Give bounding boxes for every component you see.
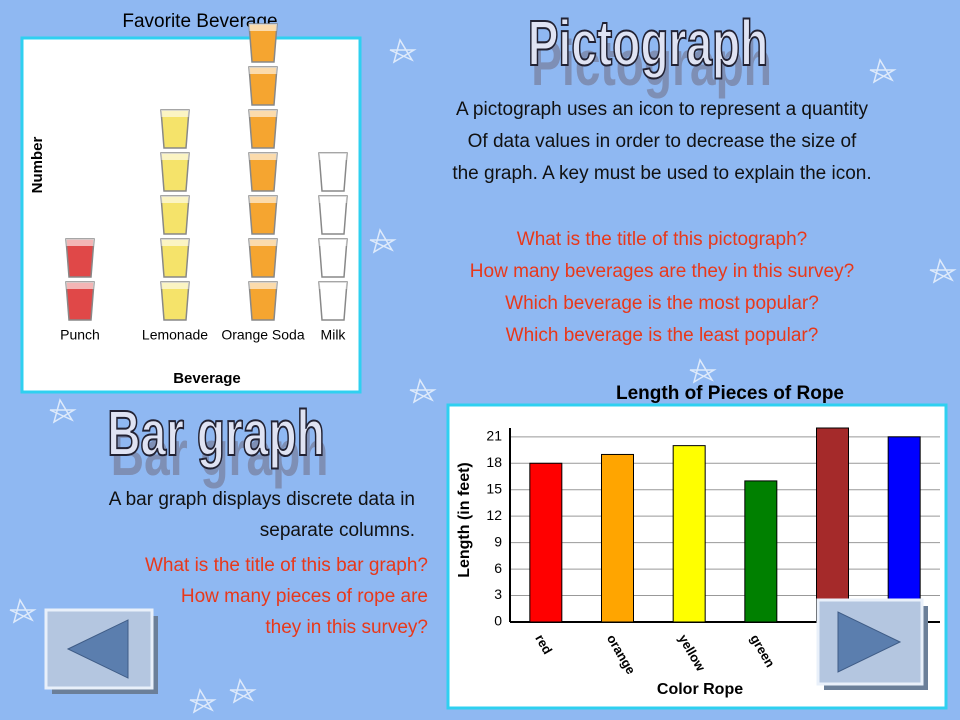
pictograph-questions: How many beverages are they in this surv… bbox=[470, 261, 854, 282]
cup-rim bbox=[66, 282, 94, 289]
cup-rim bbox=[161, 153, 189, 160]
icon-column bbox=[248, 23, 278, 321]
cup-rim bbox=[66, 239, 94, 246]
x-tick-label: Milk bbox=[321, 327, 347, 343]
bargraph-questions: How many pieces of rope are bbox=[181, 586, 428, 607]
pictograph-questions: Which beverage is the least popular? bbox=[506, 325, 819, 346]
x-axis-label: Color Rope bbox=[657, 681, 743, 698]
cup-rim bbox=[249, 67, 277, 74]
heading-shadow: Bar graph bbox=[111, 418, 329, 489]
pictograph-text: the graph. A key must be used to explain… bbox=[452, 163, 871, 184]
icon-column bbox=[65, 238, 95, 321]
bar bbox=[529, 462, 563, 623]
icon-column bbox=[318, 152, 348, 321]
pictograph-heading: Pictograph Pictograph bbox=[527, 7, 772, 99]
cup-rim bbox=[319, 282, 347, 289]
x-tick-label: Lemonade bbox=[142, 327, 208, 343]
right-button[interactable] bbox=[816, 598, 928, 690]
x-tick-label: Orange Soda bbox=[221, 327, 304, 343]
x-tick-label: Punch bbox=[60, 327, 100, 343]
cup-rim bbox=[161, 196, 189, 203]
pictograph-questions: What is the title of this pictograph? bbox=[517, 229, 807, 250]
y-axis-label: Length (in feet) bbox=[456, 462, 473, 578]
cup-rim bbox=[319, 196, 347, 203]
heading-shadow: Pictograph bbox=[531, 28, 772, 99]
pictograph-text: Of data values in order to decrease the … bbox=[468, 131, 857, 152]
y-tick-label: 6 bbox=[494, 560, 502, 576]
cup-rim bbox=[161, 110, 189, 117]
x-axis-label: Beverage bbox=[173, 370, 241, 387]
heading: Bar graph bbox=[107, 398, 325, 469]
cup-rim bbox=[249, 110, 277, 117]
y-tick-label: 15 bbox=[486, 480, 502, 496]
bargraph-questions: they in this survey? bbox=[265, 617, 428, 638]
bar bbox=[816, 427, 849, 623]
bargraph-text: A bar graph displays discrete data in bbox=[109, 489, 415, 510]
y-axis-label: Number bbox=[29, 137, 46, 194]
chart-title: Length of Pieces of Rope bbox=[616, 383, 844, 404]
bargraph-heading: Bar graph Bar graph bbox=[106, 397, 329, 489]
left-button[interactable] bbox=[44, 608, 158, 694]
y-tick-label: 0 bbox=[494, 613, 502, 629]
cup-rim bbox=[249, 239, 277, 246]
cup-rim bbox=[249, 24, 277, 31]
y-tick-label: 21 bbox=[486, 428, 502, 444]
bar bbox=[887, 436, 921, 623]
chart-title: Favorite Beverage bbox=[122, 11, 277, 32]
background-stars bbox=[9, 38, 957, 714]
y-tick-label: 3 bbox=[494, 586, 502, 602]
bar bbox=[744, 480, 778, 623]
cup-rim bbox=[319, 153, 347, 160]
arrow-right bbox=[837, 611, 902, 673]
cup-rim bbox=[249, 282, 277, 289]
pictograph-text: A pictograph uses an icon to represent a… bbox=[456, 99, 868, 120]
icon-column bbox=[160, 109, 190, 321]
cup-rim bbox=[161, 282, 189, 289]
y-tick-label: 18 bbox=[486, 454, 502, 470]
cup-rim bbox=[319, 239, 347, 246]
bargraph-questions: What is the title of this bar graph? bbox=[145, 555, 428, 576]
chart-frame bbox=[20, 36, 362, 394]
cup-rim bbox=[249, 196, 277, 203]
cup-rim bbox=[161, 239, 189, 246]
bar bbox=[601, 453, 634, 623]
heading: Pictograph bbox=[528, 8, 769, 79]
y-tick-label: 9 bbox=[494, 533, 502, 549]
cup-rim bbox=[249, 153, 277, 160]
pictograph-questions: Which beverage is the most popular? bbox=[505, 293, 819, 314]
arrow-left bbox=[66, 619, 129, 679]
bar bbox=[672, 445, 706, 623]
y-tick-label: 12 bbox=[486, 507, 502, 523]
bargraph-text: separate columns. bbox=[260, 520, 415, 541]
